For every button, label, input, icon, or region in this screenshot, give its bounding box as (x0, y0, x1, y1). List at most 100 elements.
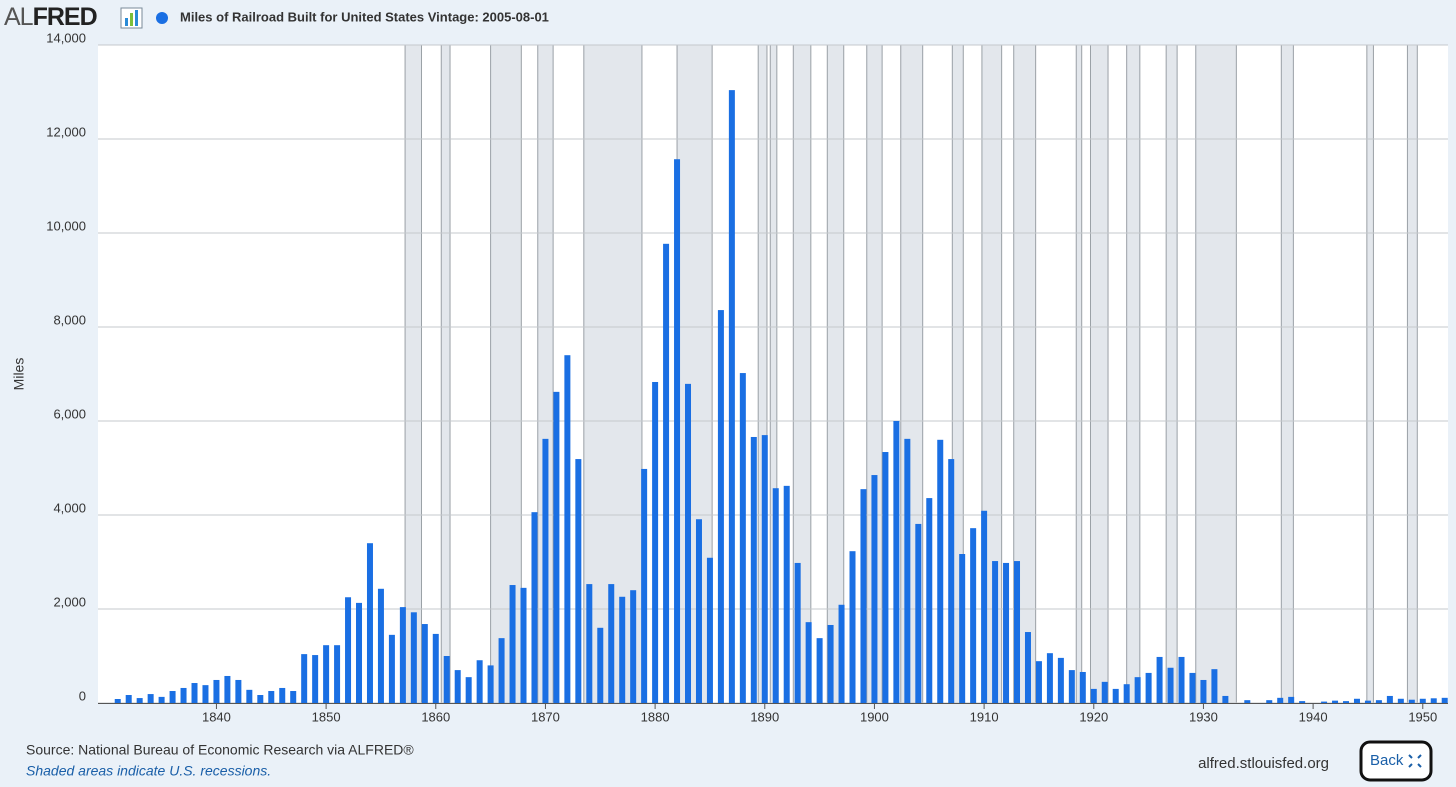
recession-band (405, 45, 422, 703)
bar (1046, 653, 1053, 703)
bar (739, 373, 746, 703)
bar (926, 498, 933, 703)
y-tick-label: 2,000 (53, 594, 86, 609)
bar (794, 562, 801, 703)
bar (290, 691, 297, 703)
bar (981, 510, 988, 703)
bar (279, 687, 286, 703)
bar (235, 679, 242, 703)
bar (399, 607, 406, 703)
bar (377, 588, 384, 703)
recession-band (1166, 45, 1178, 703)
y-tick-label: 8,000 (53, 312, 86, 327)
bar (1266, 700, 1273, 703)
bar (1057, 657, 1064, 703)
bar (772, 488, 779, 703)
bar (1211, 669, 1218, 703)
bar (1397, 698, 1404, 703)
recession-band (490, 45, 522, 703)
x-tick-label: 1920 (1079, 709, 1108, 724)
bar (1332, 700, 1339, 703)
recession-band (1366, 45, 1374, 703)
bar (959, 554, 966, 703)
bar (695, 519, 702, 703)
bar (915, 523, 922, 703)
bar (1145, 672, 1152, 703)
bar (1222, 695, 1229, 703)
site-url[interactable]: alfred.stlouisfed.org (1198, 755, 1329, 772)
icon-bar (135, 10, 138, 26)
button-icon (1408, 754, 1422, 768)
bar (454, 670, 461, 703)
legend-marker (156, 12, 168, 24)
bar (630, 590, 637, 703)
recession-band (537, 45, 554, 703)
bar (1353, 698, 1360, 703)
bar (904, 438, 911, 703)
y-tick-label: 4,000 (53, 500, 86, 515)
bar (575, 459, 582, 703)
plot (98, 44, 1448, 709)
x-tick-label: 1860 (421, 709, 450, 724)
bar (937, 439, 944, 703)
bar (257, 695, 264, 703)
bar (366, 543, 373, 703)
source: Source: National Bureau of Economic Rese… (26, 742, 414, 758)
bar (1430, 698, 1437, 703)
x-tick-label: 1880 (641, 709, 670, 724)
logo-fred: FRED (33, 3, 97, 31)
recession-band (1195, 45, 1237, 703)
bar (169, 691, 176, 703)
bar (717, 310, 724, 703)
bar (465, 677, 472, 703)
y-tick-label: 6,000 (53, 406, 86, 421)
bar (542, 438, 549, 703)
bar (663, 243, 670, 703)
recession-band (1281, 45, 1294, 703)
button-frame[interactable] (1359, 740, 1433, 782)
bar (246, 689, 253, 703)
recession-band (793, 45, 811, 703)
recession-band (1090, 45, 1109, 703)
bar (706, 557, 713, 703)
bar (827, 624, 834, 703)
back-button[interactable]: Back (1359, 740, 1433, 782)
note: Shaded areas indicate U.S. recessions. (26, 763, 271, 779)
bar (1014, 561, 1021, 703)
recession-band (1076, 45, 1082, 703)
bar (388, 634, 395, 703)
button-label[interactable]: Back (1370, 752, 1404, 769)
recession-band (952, 45, 964, 703)
bar (432, 633, 439, 703)
bar (1299, 701, 1306, 703)
y-tick-label: 0 (79, 688, 86, 703)
bar (1244, 700, 1251, 703)
bar (893, 421, 900, 703)
bar (301, 654, 308, 703)
bar (1408, 699, 1415, 703)
bar (1375, 700, 1382, 703)
bar (531, 512, 538, 703)
bar (323, 645, 330, 703)
bar (213, 679, 220, 703)
bar (1101, 681, 1108, 703)
x-tick-label: 1950 (1408, 709, 1437, 724)
bar (860, 489, 867, 703)
bar (783, 485, 790, 703)
x-tick-label: 1910 (970, 709, 999, 724)
bar (948, 459, 955, 703)
bar (1112, 688, 1119, 703)
bar (1419, 698, 1426, 703)
bar (805, 622, 812, 703)
bar (1321, 701, 1328, 703)
bar (498, 638, 505, 703)
bar (1189, 672, 1196, 703)
bar (1277, 697, 1284, 703)
y-tick-label: 14,000 (46, 30, 86, 45)
bar (652, 381, 659, 703)
bar (180, 687, 187, 703)
legend-label: Miles of Railroad Built for United State… (180, 9, 549, 24)
bar (1200, 679, 1207, 703)
bar (125, 695, 132, 703)
bar (136, 698, 143, 703)
